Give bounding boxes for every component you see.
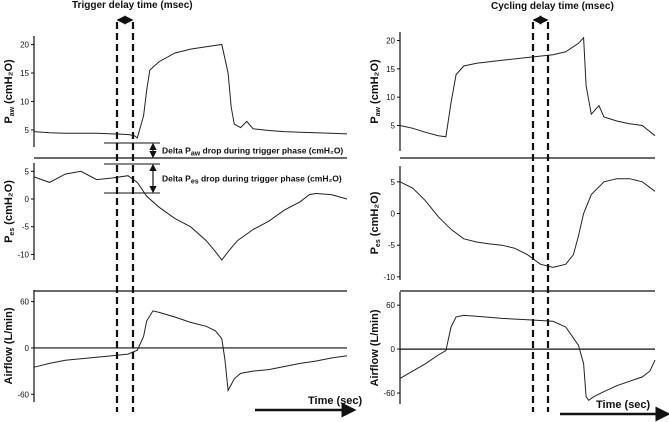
y-tick-label: 5 bbox=[391, 122, 396, 131]
annotation-label: Delta Pes drop during trigger phase (cmH… bbox=[162, 174, 342, 186]
chart-panel-right: Cycling delay time (msec) 5 10 15 20 Paw (cmH… bbox=[369, 1, 669, 422]
y-tick-label: 60 bbox=[20, 298, 29, 307]
chart-panel-left: Trigger delay time (msec) 5 10 15 20 Paw (cmH… bbox=[3, 0, 363, 418]
y-tick-label: 20 bbox=[20, 41, 29, 50]
y-tick-label: 10 bbox=[386, 93, 395, 102]
y-tick-label: 5 bbox=[25, 167, 30, 176]
y-tick-label: -60 bbox=[383, 389, 395, 398]
y-tick-label: -10 bbox=[17, 250, 29, 259]
chart-title: Cycling delay time (msec) bbox=[491, 1, 614, 12]
y-axis-label: Airflow (L/min) bbox=[369, 309, 381, 386]
x-axis-label: Time (sec) bbox=[596, 399, 651, 411]
y-tick-label: 0 bbox=[25, 344, 30, 353]
series-line bbox=[399, 36, 656, 138]
y-tick-label: -5 bbox=[388, 241, 396, 250]
y-tick-label: 60 bbox=[386, 301, 395, 310]
series-line bbox=[399, 314, 656, 401]
x-axis-label: Time (sec) bbox=[308, 395, 363, 407]
series-line bbox=[33, 43, 348, 139]
series-line bbox=[399, 178, 656, 268]
y-tick-label: 0 bbox=[391, 345, 396, 354]
y-tick-label: 5 bbox=[25, 126, 30, 135]
series-line bbox=[33, 310, 348, 393]
annotation-label: Delta Paw drop during trigger phase (cmH… bbox=[162, 146, 343, 158]
y-axis-label: Paw (cmH₂O) bbox=[3, 59, 16, 124]
y-tick-label: 0 bbox=[391, 210, 396, 219]
chart-title: Trigger delay time (msec) bbox=[72, 0, 193, 11]
y-tick-label: -10 bbox=[383, 273, 395, 282]
y-tick-label: 15 bbox=[386, 65, 395, 74]
y-tick-label: 0 bbox=[25, 195, 30, 204]
y-tick-label: -60 bbox=[17, 390, 29, 399]
y-tick-label: 10 bbox=[20, 97, 29, 106]
y-axis-label: Paw (cmH₂O) bbox=[369, 59, 382, 124]
y-tick-label: 15 bbox=[20, 69, 29, 78]
y-axis-label: Airflow (L/min) bbox=[3, 307, 15, 384]
y-axis-label: Pes (cmH₂O) bbox=[369, 191, 382, 254]
series-line bbox=[33, 170, 348, 261]
y-tick-label: -5 bbox=[22, 223, 30, 232]
y-tick-label: 20 bbox=[386, 37, 395, 46]
y-axis-label: Pes (cmH₂O) bbox=[3, 180, 16, 243]
y-tick-label: 5 bbox=[391, 178, 396, 187]
